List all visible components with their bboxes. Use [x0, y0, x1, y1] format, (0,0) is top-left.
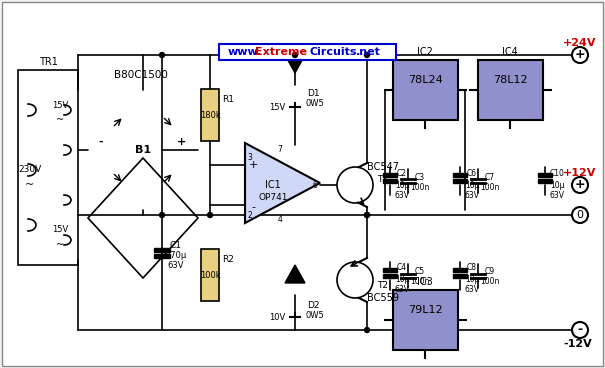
FancyBboxPatch shape: [383, 173, 397, 177]
FancyBboxPatch shape: [18, 70, 78, 265]
Text: 6: 6: [313, 180, 318, 190]
Circle shape: [208, 212, 212, 217]
Text: ~: ~: [56, 240, 64, 250]
FancyBboxPatch shape: [538, 179, 552, 183]
Text: 0: 0: [577, 210, 583, 220]
Text: 100k: 100k: [200, 270, 220, 280]
FancyBboxPatch shape: [219, 44, 396, 60]
FancyBboxPatch shape: [383, 274, 397, 278]
Text: 180k: 180k: [200, 110, 220, 120]
Text: 10µ: 10µ: [394, 276, 409, 284]
Text: C10: C10: [549, 169, 564, 177]
Text: +24V: +24V: [563, 38, 597, 48]
Text: -12V: -12V: [563, 339, 592, 349]
Text: 230V: 230V: [18, 166, 42, 174]
Text: +: +: [177, 137, 186, 147]
Text: BC547: BC547: [367, 162, 399, 172]
FancyBboxPatch shape: [453, 268, 467, 272]
Circle shape: [572, 322, 588, 338]
Circle shape: [364, 328, 370, 333]
Text: 100n: 100n: [410, 183, 430, 191]
Text: 10µ: 10µ: [465, 276, 479, 284]
Text: 10µ: 10µ: [550, 180, 564, 190]
Text: 4: 4: [278, 216, 283, 224]
FancyBboxPatch shape: [383, 268, 397, 272]
Text: 63V: 63V: [168, 261, 185, 269]
Text: -: -: [99, 137, 103, 147]
FancyBboxPatch shape: [453, 179, 467, 183]
Text: www.: www.: [228, 47, 262, 57]
Circle shape: [572, 207, 588, 223]
Text: -: -: [251, 202, 255, 212]
FancyBboxPatch shape: [393, 290, 458, 350]
Text: 79L12: 79L12: [408, 305, 442, 315]
Text: 100n: 100n: [480, 277, 500, 287]
FancyBboxPatch shape: [453, 173, 467, 177]
Text: BC559: BC559: [367, 293, 399, 303]
Text: C2: C2: [397, 169, 407, 177]
Polygon shape: [285, 265, 305, 283]
FancyBboxPatch shape: [453, 274, 467, 278]
FancyBboxPatch shape: [201, 249, 219, 301]
Text: TR1: TR1: [39, 57, 57, 67]
Text: R2: R2: [222, 255, 234, 265]
Text: T2: T2: [378, 282, 388, 290]
Text: R1: R1: [222, 96, 234, 105]
FancyBboxPatch shape: [538, 173, 552, 177]
Text: +: +: [575, 49, 585, 61]
Circle shape: [364, 212, 370, 217]
Polygon shape: [88, 158, 198, 278]
Text: 7: 7: [278, 145, 283, 155]
Text: 470µ: 470µ: [165, 251, 186, 259]
Text: Extreme: Extreme: [255, 47, 307, 57]
Text: Circuits: Circuits: [309, 47, 356, 57]
FancyBboxPatch shape: [478, 60, 543, 120]
Text: C3: C3: [415, 173, 425, 181]
Text: IC1: IC1: [265, 180, 281, 190]
Text: +: +: [248, 160, 258, 170]
Text: D2: D2: [307, 301, 319, 309]
FancyBboxPatch shape: [154, 248, 170, 252]
Text: +: +: [575, 178, 585, 191]
Text: C1: C1: [170, 241, 182, 250]
Text: T1: T1: [378, 174, 388, 184]
Text: IC2: IC2: [417, 47, 433, 57]
Text: 15V: 15V: [52, 226, 68, 234]
Circle shape: [337, 262, 373, 298]
Text: +12V: +12V: [563, 168, 597, 178]
Text: 0W5: 0W5: [306, 311, 324, 319]
Text: B1: B1: [135, 145, 151, 155]
Circle shape: [364, 212, 370, 217]
Text: OP741: OP741: [258, 192, 288, 202]
Circle shape: [364, 53, 370, 57]
Text: C8: C8: [467, 263, 477, 272]
Circle shape: [337, 167, 373, 203]
Text: 100n: 100n: [480, 183, 500, 191]
Text: 63V: 63V: [465, 191, 480, 199]
Text: -: -: [577, 323, 583, 336]
Polygon shape: [245, 143, 320, 223]
Text: 63V: 63V: [394, 191, 410, 199]
Text: 63V: 63V: [394, 286, 410, 294]
Text: 63V: 63V: [465, 286, 480, 294]
FancyBboxPatch shape: [201, 89, 219, 141]
Circle shape: [160, 212, 165, 217]
Circle shape: [160, 53, 165, 57]
Polygon shape: [285, 55, 305, 73]
Text: D1: D1: [307, 88, 319, 98]
Text: 10V: 10V: [269, 312, 285, 322]
Text: C6: C6: [467, 169, 477, 177]
Text: B80C1500: B80C1500: [114, 70, 168, 80]
Text: 10µ: 10µ: [465, 180, 479, 190]
Text: 2: 2: [247, 210, 252, 219]
Text: 15V: 15V: [52, 100, 68, 110]
Text: 0W5: 0W5: [306, 99, 324, 107]
Circle shape: [572, 47, 588, 63]
FancyBboxPatch shape: [154, 254, 170, 258]
Text: C4: C4: [397, 263, 407, 272]
FancyBboxPatch shape: [393, 60, 458, 120]
Text: C5: C5: [415, 268, 425, 276]
Text: 100n: 100n: [410, 277, 430, 287]
Text: C7: C7: [485, 173, 495, 181]
